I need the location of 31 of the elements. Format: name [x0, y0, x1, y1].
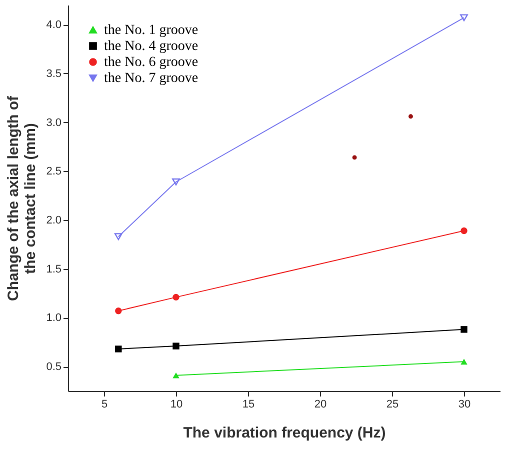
x-tick-label: 20	[314, 398, 327, 410]
point	[460, 14, 468, 22]
y-tick-label: 2.0	[46, 214, 62, 226]
x-tick-label: 15	[242, 398, 255, 410]
point	[460, 227, 468, 234]
legend-label: the No. 7 groove	[104, 71, 198, 86]
point	[408, 114, 413, 119]
point	[172, 178, 180, 186]
legend-label: the No. 1 groove	[104, 23, 198, 38]
point	[352, 155, 357, 160]
point	[114, 233, 122, 240]
y-tick-label: 3.5	[46, 68, 62, 80]
point	[172, 342, 180, 350]
x-tick-label: 10	[170, 398, 183, 410]
x-tick-label: 25	[386, 398, 399, 410]
legend-label: the No. 6 groove	[104, 55, 198, 70]
y-tick-label: 1.0	[46, 312, 62, 324]
y-tick-label: 1.5	[46, 263, 62, 276]
y-axis-title: Change of the axial length of the contact line (mm)	[5, 94, 40, 302]
y-tick-label: 2.5	[46, 166, 62, 178]
y-tick-label: 0.5	[46, 361, 62, 374]
point	[460, 326, 468, 333]
point	[115, 346, 122, 352]
x-axis-title: The vibration frequency (Hz)	[183, 424, 386, 442]
x-tick-label: 30	[458, 398, 471, 410]
legend-label: the No. 4 groove	[104, 39, 198, 54]
x-tick-label: 5	[101, 398, 108, 410]
point	[115, 308, 122, 314]
y-tick-label: 4.0	[46, 19, 62, 32]
y-tick-label: 3.0	[46, 116, 62, 129]
point	[172, 294, 180, 301]
